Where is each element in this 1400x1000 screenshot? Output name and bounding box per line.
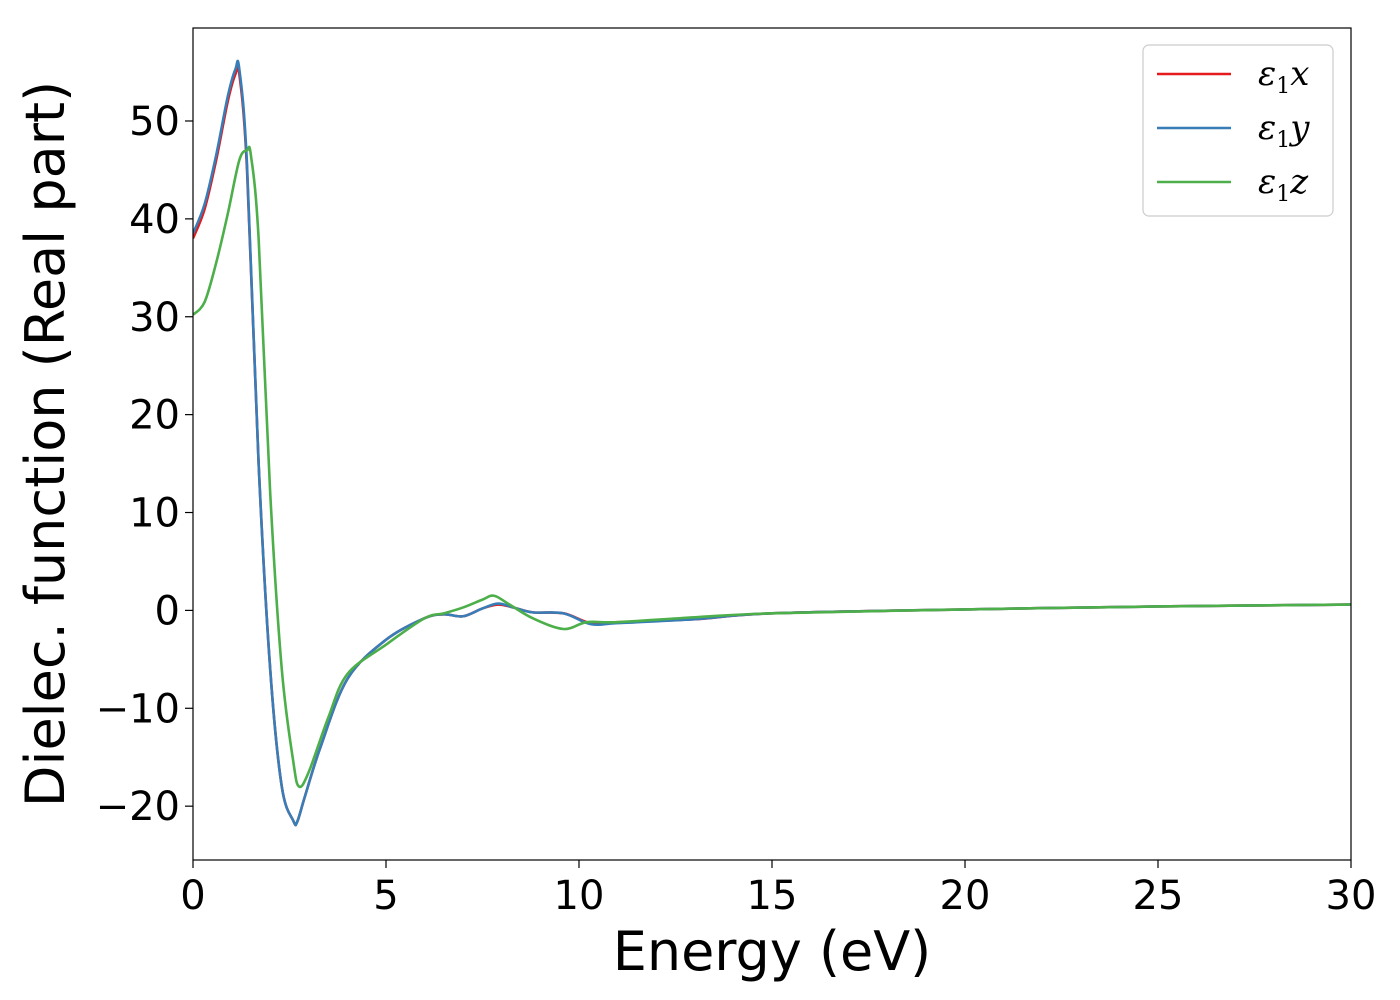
x-axis-label: Energy (eV)	[613, 920, 932, 983]
x-tick-label: 20	[940, 873, 991, 919]
plot-lines	[193, 59, 1351, 827]
x-tick-label: 15	[747, 873, 798, 919]
y-tick-label: 40	[129, 197, 180, 243]
series-line-z	[193, 145, 1351, 789]
y-tick-label: −10	[96, 686, 180, 732]
y-tick-label: 50	[129, 99, 180, 145]
x-tick-label: 5	[373, 873, 398, 919]
y-tick-label: 30	[129, 295, 180, 341]
legend-label-y: ε1y	[1258, 108, 1310, 153]
x-axis: 0 5 10 15 20 25 30	[180, 860, 1376, 919]
x-tick-label: 0	[180, 873, 205, 919]
y-tick-label: 0	[155, 588, 180, 634]
legend-box	[1142, 44, 1334, 217]
y-tick-label: 10	[129, 491, 180, 537]
x-tick-label: 10	[554, 873, 605, 919]
x-tick-label: 30	[1326, 873, 1377, 919]
y-axis-label: Dielec. function (Real part)	[14, 81, 77, 807]
legend: ε1x ε1y ε1z	[1142, 44, 1334, 217]
legend-label-z: ε1z	[1258, 162, 1309, 207]
legend-label-x: ε1x	[1258, 54, 1309, 99]
y-tick-label: −20	[96, 784, 180, 830]
x-tick-label: 25	[1133, 873, 1184, 919]
series-line-y	[193, 59, 1351, 827]
y-tick-label: 20	[129, 393, 180, 439]
y-axis: −20 −10 0 10 20 30 40 50	[96, 99, 193, 830]
